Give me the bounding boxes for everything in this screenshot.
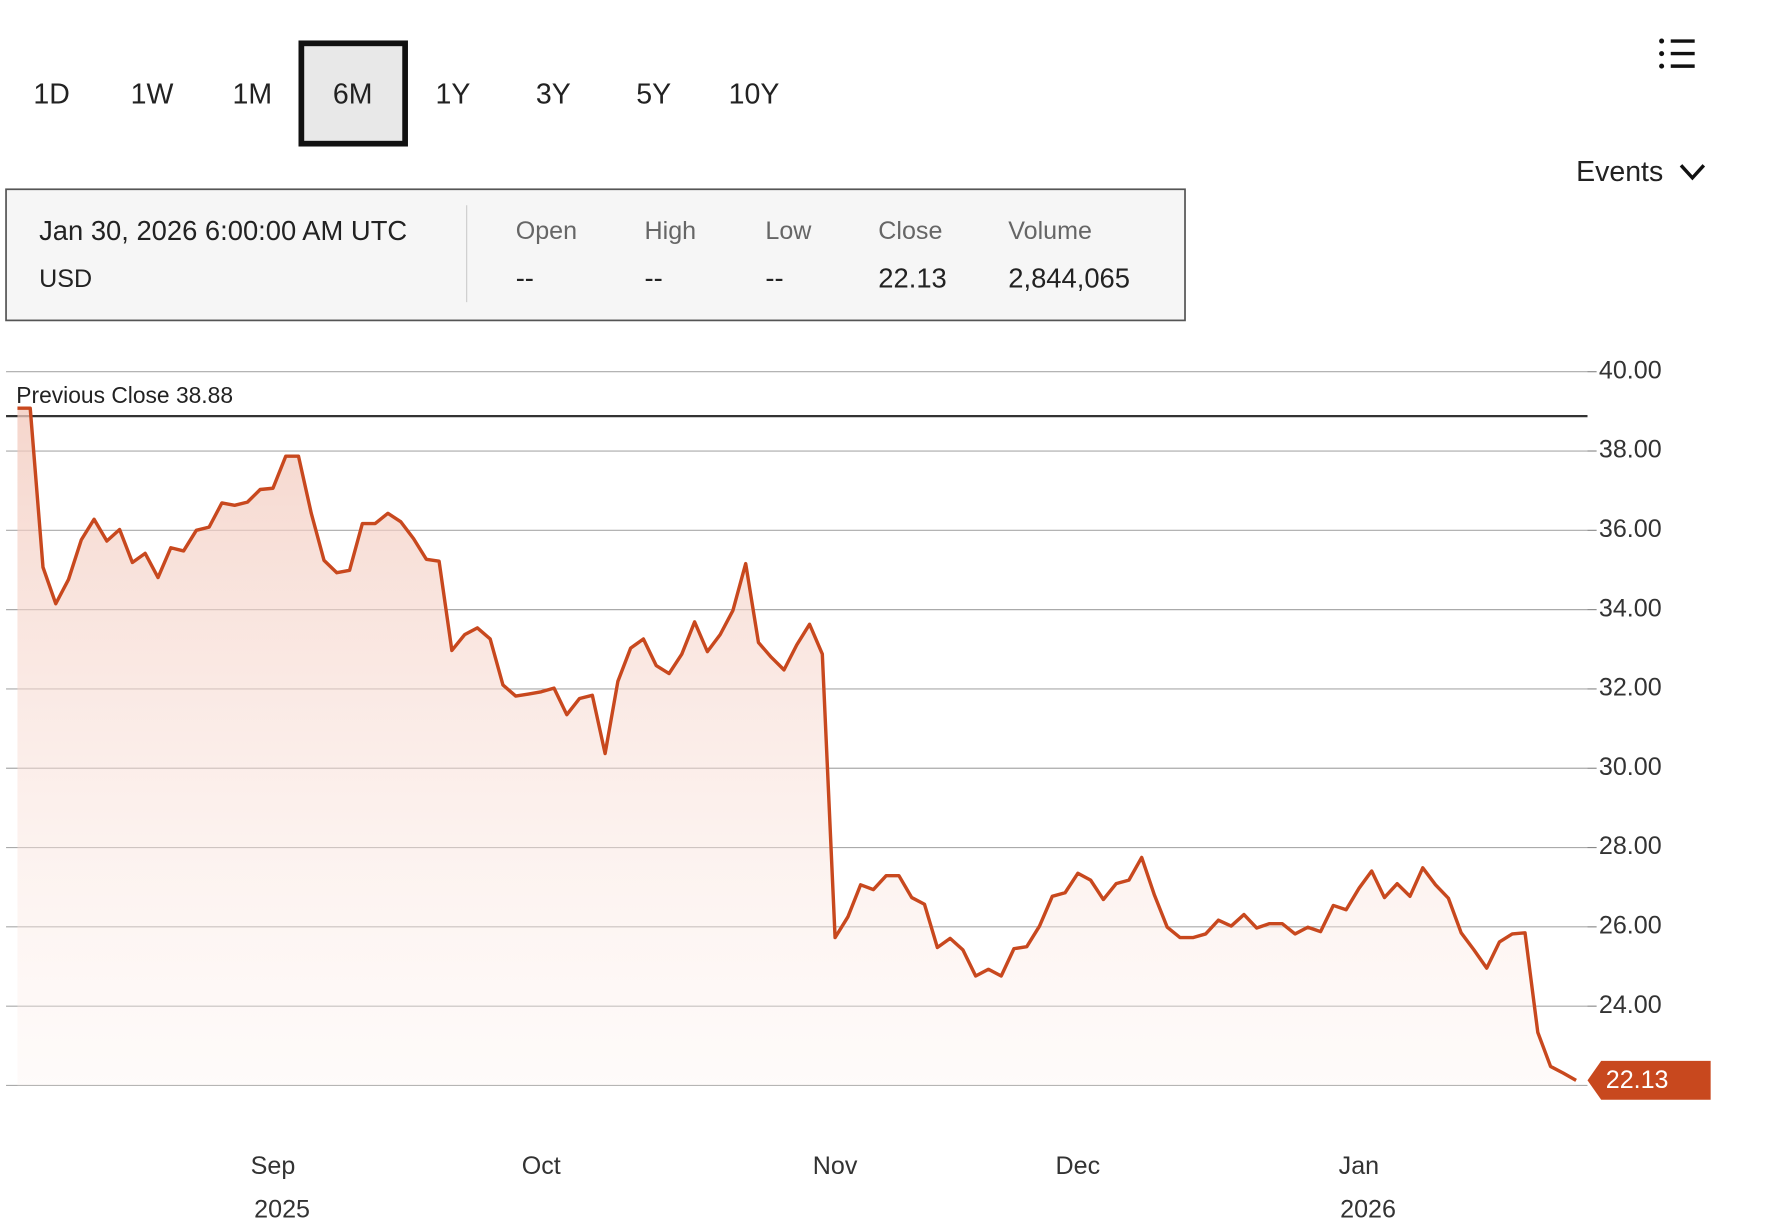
- x-tick-label: Dec: [1056, 1152, 1101, 1180]
- events-label[interactable]: Events: [1576, 156, 1663, 188]
- y-tick-label: 40.00: [1599, 356, 1662, 384]
- info-value: 2,844,065: [1008, 263, 1130, 294]
- y-tick-label: 28.00: [1599, 832, 1662, 860]
- info-value: --: [516, 263, 534, 294]
- panel-box: [5, 188, 1186, 322]
- previous-close-value: 38.88: [176, 382, 233, 408]
- x-year-label: 2026: [1340, 1196, 1396, 1224]
- info-value: --: [765, 263, 783, 294]
- x-tick-label: Jan: [1339, 1152, 1379, 1180]
- menu-icon[interactable]: [1659, 38, 1695, 69]
- previous-close-text: Previous Close: [16, 382, 169, 408]
- range-selector: 1D 1W 1M 6M 1Y 3Y 5Y 10Y: [33, 40, 780, 147]
- info-label: Open: [516, 217, 577, 245]
- info-panel: Jan 30, 2026 6:00:00 AM UTC USD Open -- Hi…: [5, 188, 1186, 322]
- range-button[interactable]: 1D: [33, 78, 69, 110]
- x-tick-label: Nov: [813, 1152, 858, 1180]
- info-columns: Open -- High -- Low -- Close 22.13 Volume 2,844,0…: [516, 217, 1130, 293]
- info-label: Low: [765, 217, 812, 245]
- y-tick-label: 32.00: [1599, 674, 1662, 702]
- previous-close-label: Previous Close 38.88: [16, 382, 233, 408]
- y-tick-label: 24.00: [1599, 991, 1662, 1019]
- info-value: 22.13: [878, 263, 946, 294]
- range-button[interactable]: 10Y: [729, 78, 780, 110]
- price-line: [17, 406, 1577, 1082]
- chart: Previous Close 38.88 24.00 26.00 28.00 30.0…: [6, 356, 1711, 1224]
- range-button[interactable]: 3Y: [536, 78, 571, 110]
- y-tick-label: 30.00: [1599, 753, 1662, 781]
- y-tick-label: 34.00: [1599, 594, 1662, 622]
- y-tick-label: 38.00: [1599, 436, 1662, 464]
- range-button[interactable]: 1Y: [436, 78, 471, 110]
- range-button[interactable]: 5Y: [636, 78, 671, 110]
- y-tick-label: 26.00: [1599, 911, 1662, 939]
- info-date: Jan 30, 2026 6:00:00 AM UTC: [39, 215, 407, 246]
- info-label: High: [645, 217, 697, 245]
- x-year-label: 2025: [254, 1196, 310, 1224]
- events-dropdown[interactable]: Events: [1576, 156, 1706, 188]
- x-tick-label: Sep: [251, 1152, 296, 1180]
- last-price-label: 22.13: [1606, 1066, 1669, 1094]
- range-button[interactable]: 1M: [233, 78, 273, 110]
- info-value: --: [645, 263, 663, 294]
- x-tick-label: Oct: [522, 1152, 561, 1180]
- price-area: [17, 408, 1577, 1086]
- info-label: Volume: [1008, 217, 1092, 245]
- info-currency: USD: [39, 265, 92, 293]
- info-label: Close: [878, 217, 942, 245]
- range-button[interactable]: 6M: [333, 78, 373, 110]
- y-tick-label: 36.00: [1599, 515, 1662, 543]
- last-price-tag: [1587, 1060, 1711, 1100]
- range-button[interactable]: 1W: [131, 78, 174, 110]
- chevron: [1679, 164, 1706, 181]
- selected-range-box: [298, 40, 408, 147]
